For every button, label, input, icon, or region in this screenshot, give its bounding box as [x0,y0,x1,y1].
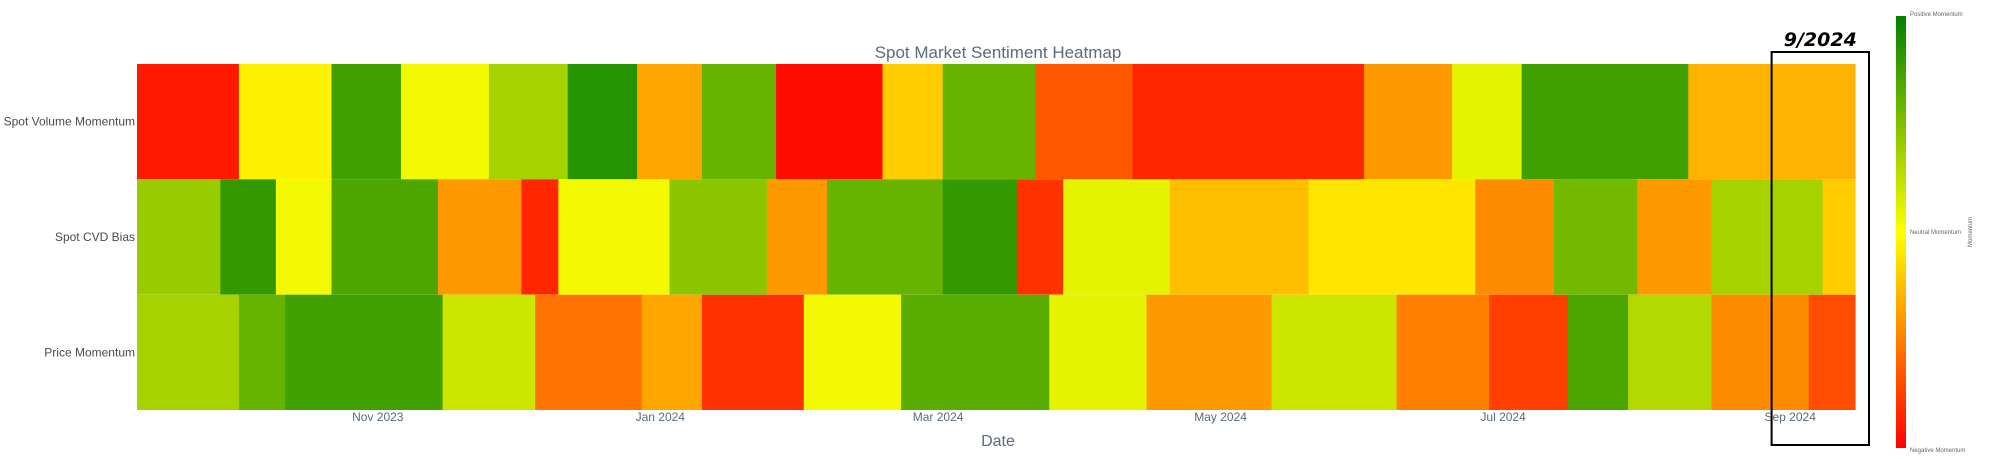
heatmap-cell [766,179,828,295]
heatmap-cell [535,294,643,410]
heatmap-cell [1063,179,1171,295]
colorbar-mid-label: Neutral Momentum [1910,230,1961,236]
heatmap-cell [1822,179,1856,295]
heatmap-cell [1554,179,1638,295]
x-axis-label: Date [981,433,1015,450]
x-tick-label: Nov 2023 [352,410,404,424]
heatmap-cell [942,64,1036,180]
heatmap-cell [901,294,1050,410]
x-tick-label: May 2024 [1194,410,1247,424]
heatmap-cell [1452,64,1523,180]
x-tick-label: Sep 2024 [1765,410,1817,424]
heatmap-cell [803,294,902,410]
heatmap-cell [1308,179,1476,295]
heatmap-cell [220,179,277,295]
x-tick-label: Jan 2024 [636,410,686,424]
heatmap-cell [641,294,703,410]
colorbar-bottom-label: Negative Momentum [1910,448,1965,454]
heatmap-cell [1049,294,1148,410]
heatmap-cell [942,179,1018,295]
x-tick-label: Mar 2024 [913,410,964,424]
heatmap-cell [1711,294,1810,410]
heatmap-cell [331,179,439,295]
heatmap-cell [1489,294,1569,410]
y-tick-label: Price Momentum [44,345,135,359]
heatmap-cell [521,179,559,295]
heatmap-cell [1521,64,1689,180]
heatmap-cell [1628,294,1713,410]
heatmap-cell [137,179,221,295]
heatmap-cell [1132,64,1365,180]
heatmap-cell [701,64,777,180]
heatmap-cell [1711,179,1824,295]
heatmap-cell [1808,294,1856,410]
heatmap-cell [442,294,536,410]
heatmap-cell [669,179,768,295]
heatmap-cell [275,179,333,295]
heatmap-cells [137,64,1856,410]
y-tick-label: Spot CVD Bias [55,230,135,244]
heatmap-cell [567,64,638,180]
heatmap-cell [1475,179,1555,295]
heatmap-cell [1035,64,1134,180]
chart-title: Spot Market Sentiment Heatmap [875,43,1122,62]
heatmap-cell [1567,294,1629,410]
heatmap-cell [438,179,522,295]
heatmap-cell [1637,179,1713,295]
heatmap-cell [1364,64,1453,180]
heatmap-cell [488,64,569,180]
heatmap-cell [882,64,944,180]
colorbar [1896,16,1906,448]
colorbar-top-label: Positive Momentum [1910,12,1963,18]
colorbar-title: Momentum [1968,217,1974,247]
x-tick-label: Jul 2024 [1480,410,1526,424]
heatmap-cell [1146,294,1273,410]
heatmap-cell [137,294,240,410]
highlight-annotation: 9/2024 [1784,29,1857,51]
heatmap-cell [776,64,884,180]
heatmap-cell [238,294,286,410]
heatmap-cell [137,64,240,180]
heatmap-cell [1396,294,1490,410]
highlight-box [1770,51,1870,446]
heatmap-cell [1169,179,1310,295]
heatmap-cell [1016,179,1064,295]
x-axis-ticks: Nov 2023 Jan 2024 Mar 2024 May 2024 Jul 2024… [352,410,1816,424]
heatmap-cell [827,179,944,295]
heatmap-cell [558,179,671,295]
y-axis-ticks: Spot Volume Momentum Spot CVD Bias Price M… [4,115,135,360]
heatmap-cell [238,64,333,180]
heatmap-cell [701,294,805,410]
heatmap-cell [331,64,402,180]
heatmap-cell [285,294,444,410]
heatmap-cell [637,64,703,180]
heatmap-cell [401,64,490,180]
y-tick-label: Spot Volume Momentum [4,115,135,129]
heatmap-cell [1271,294,1398,410]
